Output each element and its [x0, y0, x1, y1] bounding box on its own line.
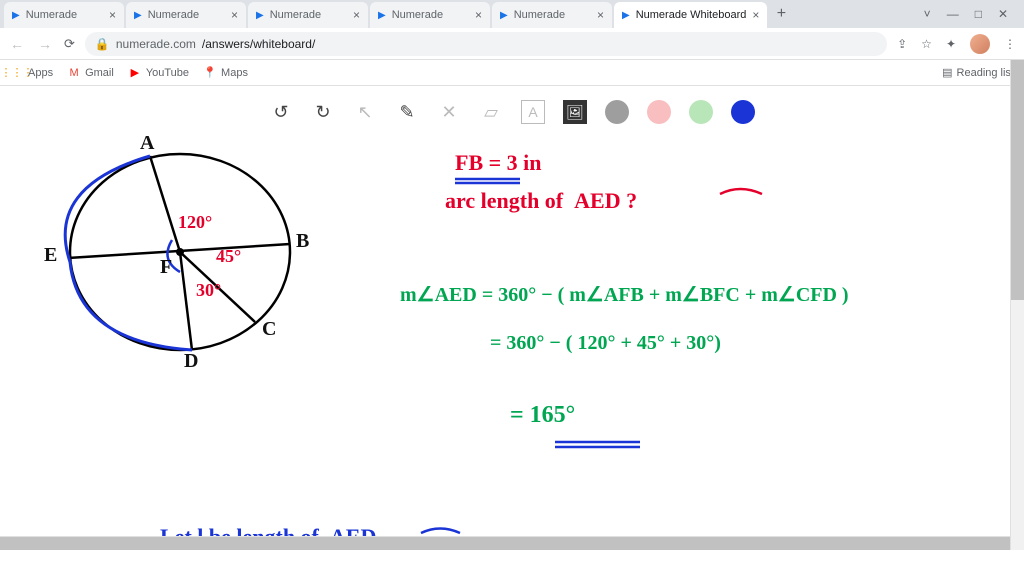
angle-120: 120°	[178, 212, 212, 233]
close-icon[interactable]: ×	[231, 8, 238, 22]
image-tool[interactable]: 🖼	[563, 100, 587, 124]
eraser-tool[interactable]: ▱	[479, 100, 503, 124]
close-icon[interactable]: ×	[353, 8, 360, 22]
tab-4[interactable]: ▶ Numerade ×	[492, 2, 612, 28]
tab-favicon-icon: ▶	[622, 10, 630, 21]
tab-5[interactable]: ▶ Numerade Whiteboard ×	[614, 2, 767, 28]
bookmark-gmail[interactable]: M Gmail	[67, 66, 114, 80]
chevron-down-icon[interactable]: ˅	[924, 7, 931, 21]
apps-label: Apps	[28, 67, 53, 79]
label-C: C	[262, 318, 276, 341]
reload-button[interactable]: ⟳	[64, 36, 75, 52]
profile-avatar[interactable]	[970, 34, 990, 54]
apps-shortcut[interactable]: ⋮⋮⋮ Apps	[10, 66, 53, 80]
bookmark-youtube[interactable]: ▶ YouTube	[128, 66, 189, 80]
reading-list-label: Reading list	[957, 67, 1014, 79]
whiteboard-toolbar: ↺ ↻ ↖ ✎ ✕ ▱ A 🖼	[0, 86, 1024, 132]
undo-button[interactable]: ↺	[269, 100, 293, 124]
share-icon[interactable]: ⇪	[897, 37, 907, 51]
tools-button[interactable]: ✕	[437, 100, 461, 124]
scroll-thumb[interactable]	[1011, 60, 1024, 300]
tab-favicon-icon: ▶	[378, 10, 386, 21]
bookmark-label: Gmail	[85, 67, 114, 79]
bookmark-label: YouTube	[146, 67, 189, 79]
angle-45: 45°	[216, 246, 241, 267]
forward-button[interactable]: →	[36, 36, 54, 52]
maximize-button[interactable]: □	[975, 7, 982, 21]
back-button[interactable]: ←	[8, 36, 26, 52]
text-arc: arc length of AED ?	[445, 188, 637, 214]
tab-favicon-icon: ▶	[12, 10, 20, 21]
tab-title: Numerade Whiteboard	[636, 9, 747, 21]
tab-1[interactable]: ▶ Numerade ×	[126, 2, 246, 28]
address-bar: ← → ⟳ 🔒 numerade.com/answers/whiteboard/…	[0, 28, 1024, 60]
url-path: /answers/whiteboard/	[202, 37, 315, 51]
vertical-scrollbar[interactable]	[1010, 60, 1024, 550]
url-input[interactable]: 🔒 numerade.com/answers/whiteboard/	[85, 32, 887, 56]
reading-list[interactable]: ▤ Reading list	[942, 66, 1014, 79]
redo-button[interactable]: ↻	[311, 100, 335, 124]
bookmark-maps[interactable]: 📍 Maps	[203, 66, 248, 80]
label-B: B	[296, 230, 309, 253]
close-icon[interactable]: ×	[752, 8, 759, 22]
pen-tool[interactable]: ✎	[395, 100, 419, 124]
text-tool[interactable]: A	[521, 100, 545, 124]
tab-favicon-icon: ▶	[500, 10, 508, 21]
label-F: F	[160, 256, 172, 279]
tab-favicon-icon: ▶	[134, 10, 142, 21]
reading-list-icon: ▤	[942, 66, 952, 79]
color-green[interactable]	[689, 100, 713, 124]
text-fb: FB = 3 in	[455, 150, 542, 176]
color-pink[interactable]	[647, 100, 671, 124]
gmail-icon: M	[67, 66, 81, 80]
horizontal-scrollbar[interactable]	[0, 536, 1010, 550]
tab-strip: ▶ Numerade × ▶ Numerade × ▶ Numerade × ▶ Numera…	[0, 0, 1024, 28]
url-host: numerade.com	[116, 37, 196, 51]
apps-icon: ⋮⋮⋮	[10, 66, 24, 80]
tab-0[interactable]: ▶ Numerade ×	[4, 2, 124, 28]
tab-title: Numerade	[392, 9, 443, 21]
maps-icon: 📍	[203, 66, 217, 80]
text-eq2: = 360° − ( 120° + 45° + 30°)	[490, 332, 721, 355]
close-window-button[interactable]: ✕	[998, 7, 1008, 21]
extensions-icon[interactable]: ✦	[946, 37, 956, 51]
lock-icon: 🔒	[95, 37, 110, 51]
close-icon[interactable]: ×	[109, 8, 116, 22]
angle-30: 30°	[196, 280, 221, 301]
label-E: E	[44, 244, 57, 267]
close-icon[interactable]: ×	[597, 8, 604, 22]
menu-icon[interactable]: ⋮	[1004, 37, 1016, 51]
tab-2[interactable]: ▶ Numerade ×	[248, 2, 368, 28]
star-icon[interactable]: ☆	[921, 37, 932, 51]
bookmarks-bar: ⋮⋮⋮ Apps M Gmail ▶ YouTube 📍 Maps ▤ Reading l…	[0, 60, 1024, 86]
window-controls: ˅ — □ ✕	[912, 7, 1020, 21]
bookmark-label: Maps	[221, 67, 248, 79]
tab-title: Numerade	[270, 9, 321, 21]
whiteboard-canvas[interactable]: A B C D E F 120° 45° 30° FB = 3 in arc l…	[0, 132, 1024, 562]
tab-title: Numerade	[514, 9, 565, 21]
tab-3[interactable]: ▶ Numerade ×	[370, 2, 490, 28]
scroll-thumb[interactable]	[0, 537, 1010, 550]
text-eq3: = 165°	[510, 402, 575, 429]
color-gray[interactable]	[605, 100, 629, 124]
pointer-tool[interactable]: ↖	[353, 100, 377, 124]
label-D: D	[184, 350, 198, 373]
text-eq1: m∠AED = 360° − ( m∠AFB + m∠BFC + m∠CFD )	[400, 282, 849, 307]
tab-title: Numerade	[26, 9, 77, 21]
youtube-icon: ▶	[128, 66, 142, 80]
tab-favicon-icon: ▶	[256, 10, 264, 21]
new-tab-button[interactable]: +	[769, 5, 793, 23]
label-A: A	[140, 132, 154, 155]
close-icon[interactable]: ×	[475, 8, 482, 22]
tab-title: Numerade	[148, 9, 199, 21]
minimize-button[interactable]: —	[947, 7, 959, 21]
color-blue[interactable]	[731, 100, 755, 124]
